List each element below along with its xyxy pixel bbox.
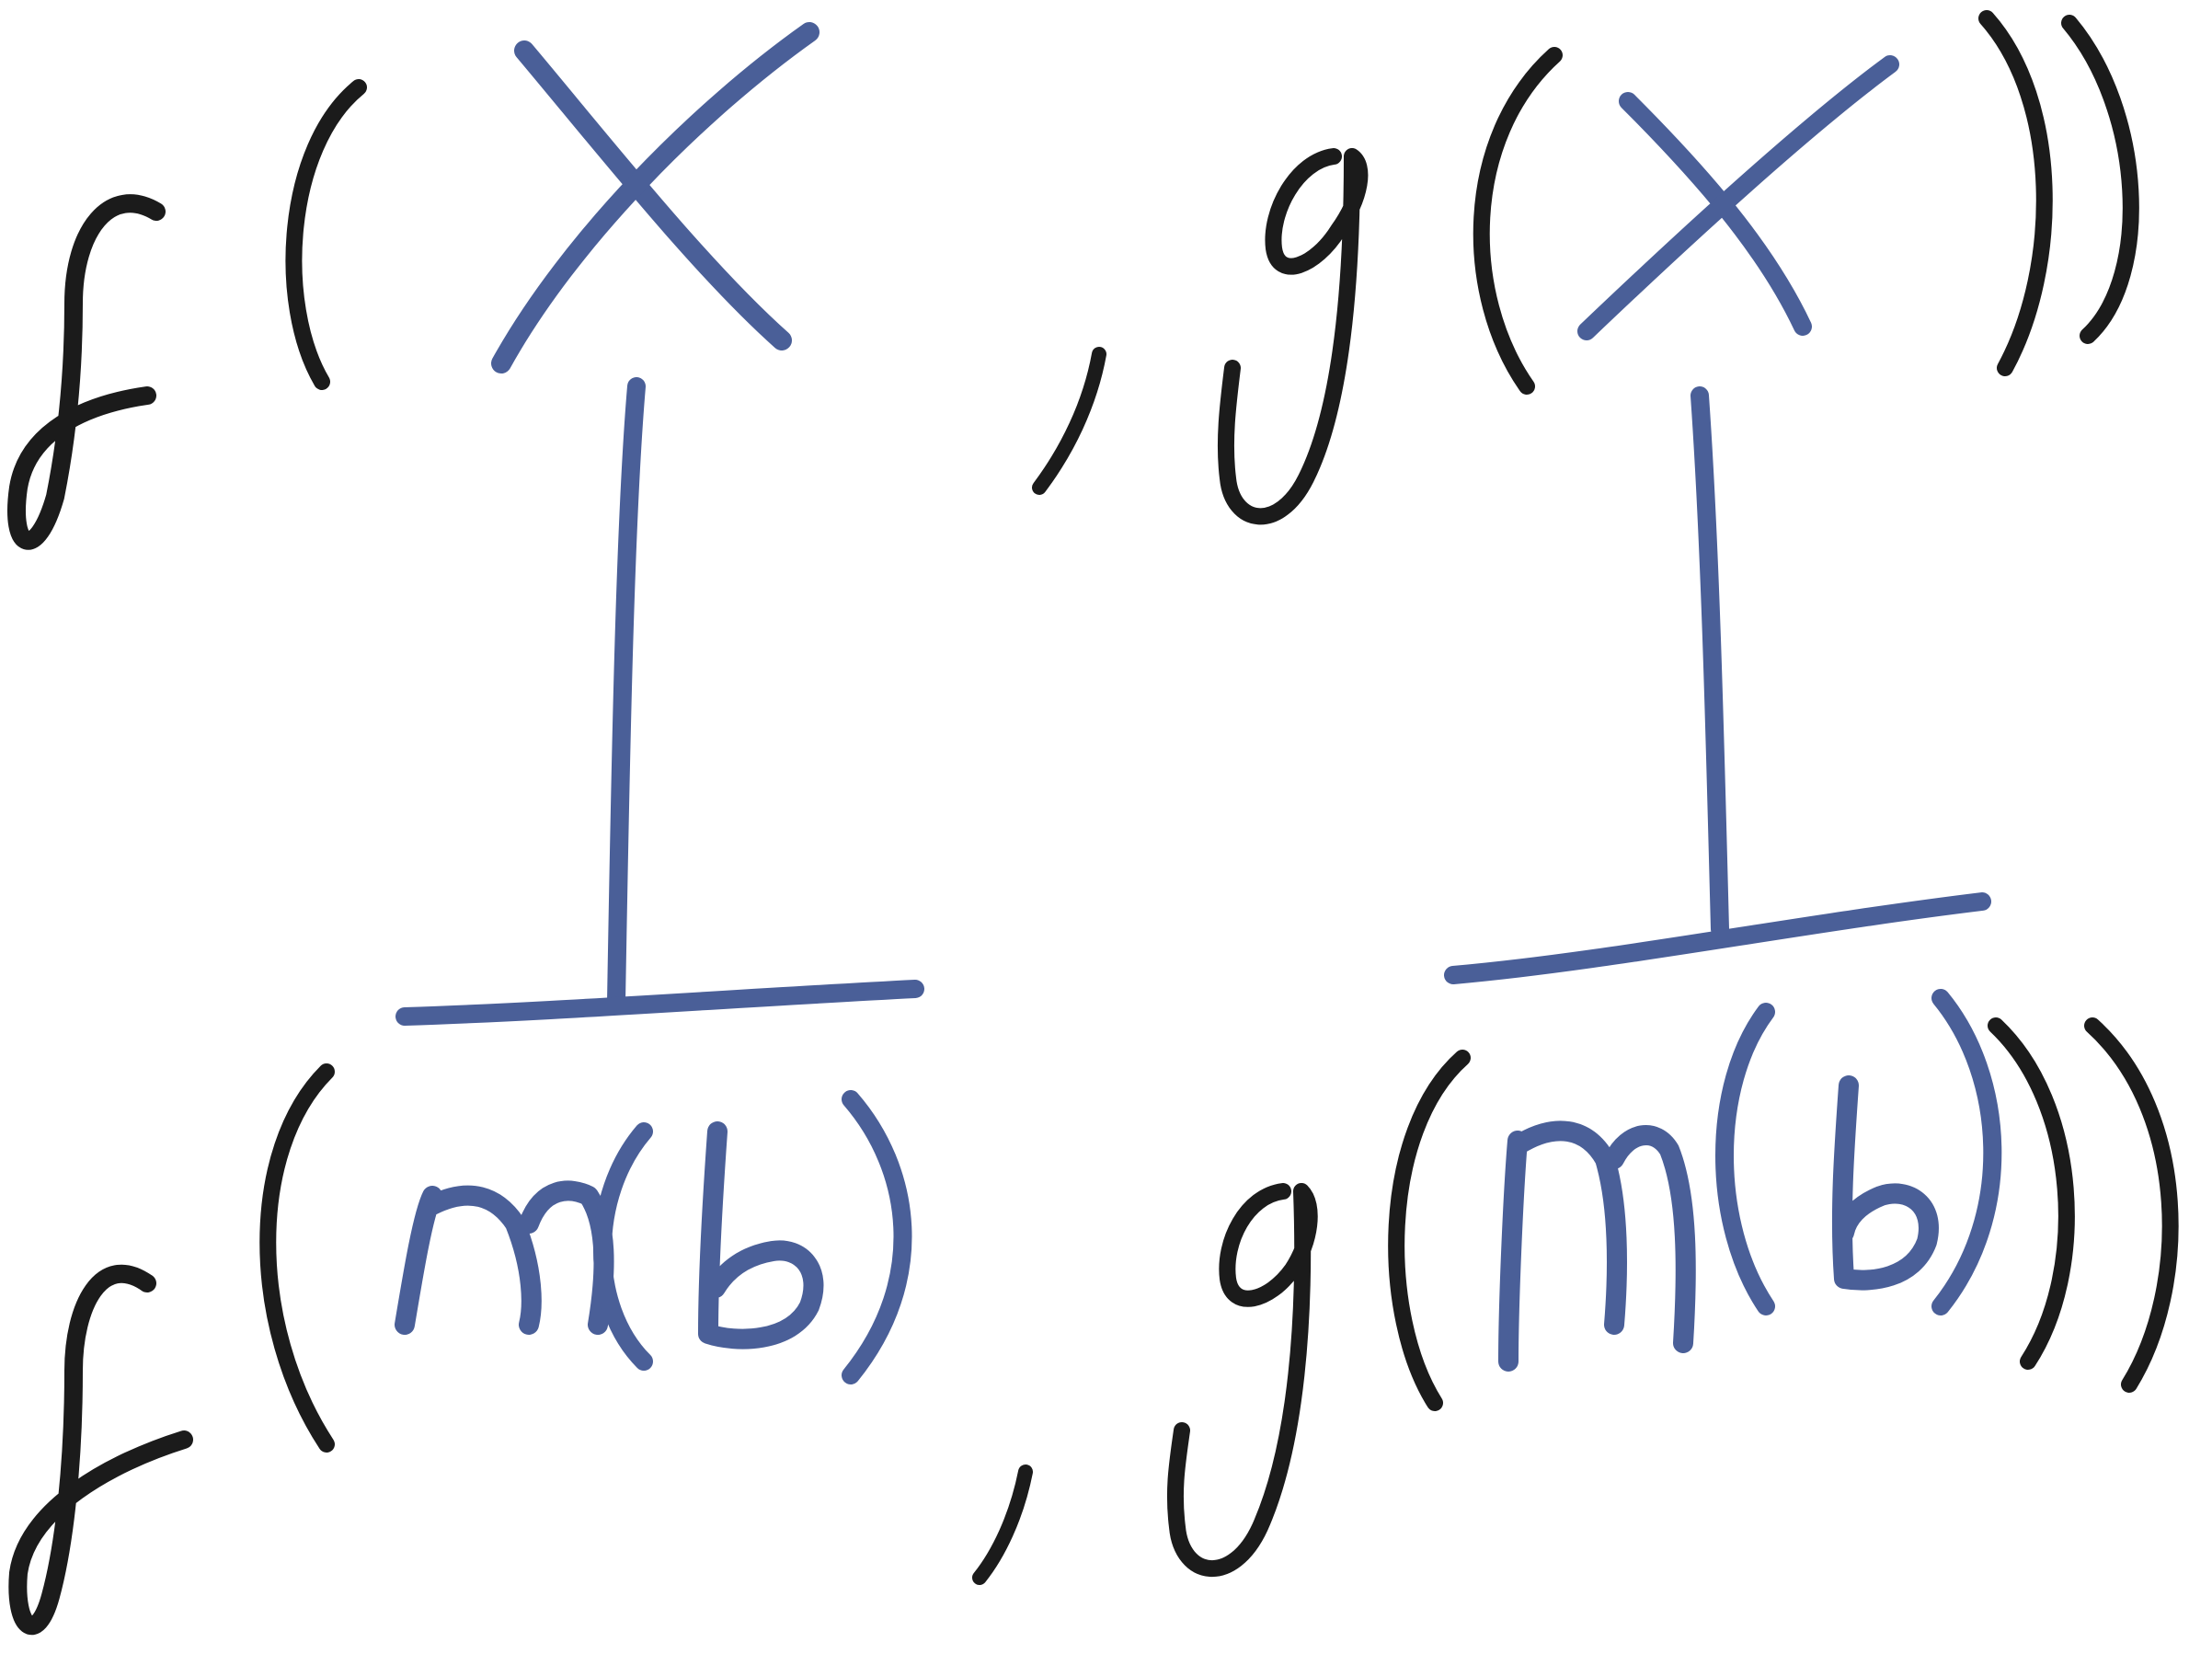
bottom-left-func-text: f <box>37 1450 64 1535</box>
bottom-g-glyph <box>1166 1183 1318 1577</box>
top-right-arg-text: X <box>1656 208 1706 293</box>
bottom-close-parens-text: )) <box>2005 1174 2062 1259</box>
bottom-right-b <box>1831 1075 1939 1291</box>
bottom-right-inner-open-paren <box>1715 1003 1775 1315</box>
top-g-glyph <box>1217 148 1369 525</box>
bottom-right-m <box>1498 1120 1696 1372</box>
bottom-close-paren-2 <box>2084 1017 2179 1393</box>
bottom-left-inner-open-paren <box>593 1122 653 1371</box>
bottom-g-open-paren <box>1388 1050 1471 1411</box>
bottom-right-func-text: g <box>1196 1312 1243 1397</box>
top-left-x-stroke1 <box>514 40 792 350</box>
top-g-open-paren <box>1473 47 1563 395</box>
top-right-x-stroke1 <box>1619 92 1812 336</box>
bottom-expression <box>8 989 2179 1636</box>
top-expression <box>7 10 2139 550</box>
top-close-paren-1 <box>1978 10 2053 376</box>
bottom-right-inner-close-paren <box>1931 989 2002 1315</box>
bottom-open-paren <box>259 1063 335 1453</box>
right-perp-vertical <box>1691 386 1729 938</box>
bottom-left-arg-text: m(b) <box>441 1220 617 1305</box>
bottom-comma <box>972 1464 1033 1585</box>
top-close-paren-2 <box>2061 15 2139 344</box>
top-left-func-text: f <box>37 373 64 459</box>
top-f-glyph <box>7 194 166 550</box>
top-left-x-stroke2 <box>491 22 819 373</box>
bottom-right-mb <box>1498 989 2002 1372</box>
bottom-left-b <box>698 1121 824 1350</box>
bottom-comma-text: , <box>984 1477 1007 1563</box>
top-left-arg-text: X <box>552 208 602 293</box>
top-comma-text: , <box>1058 373 1081 459</box>
bottom-f-glyph <box>8 1264 193 1636</box>
left-perp-connector <box>395 377 924 1026</box>
left-perp-horizontal <box>395 980 924 1026</box>
right-perp-horizontal <box>1444 892 1991 984</box>
right-perp-connector <box>1444 386 1991 984</box>
bottom-right-arg-text: m(b) <box>1527 1174 1702 1259</box>
top-comma <box>1032 347 1106 495</box>
left-perp-vertical <box>607 377 646 1012</box>
top-open-paren <box>285 79 367 390</box>
top-close-parens-text: )) <box>2005 208 2062 293</box>
bottom-left-mb <box>395 1090 912 1384</box>
bottom-close-paren-1 <box>1988 1017 2075 1370</box>
connectors <box>395 377 1991 1026</box>
top-right-x-stroke2 <box>1577 55 1899 340</box>
bottom-left-inner-close-paren <box>842 1090 912 1384</box>
top-right-func-text: g <box>1260 300 1307 385</box>
